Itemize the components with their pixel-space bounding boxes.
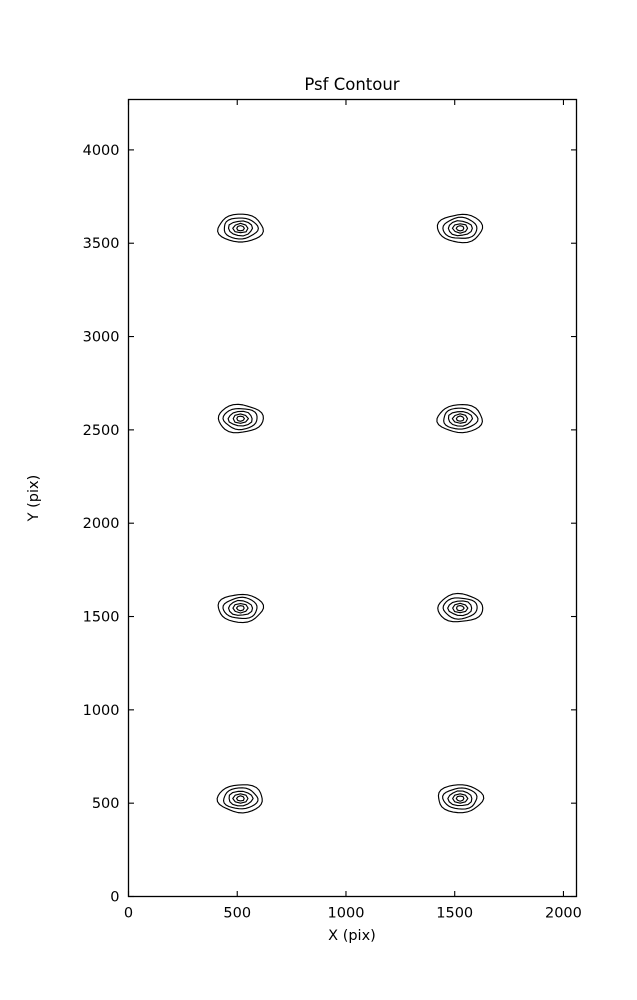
x-axis-label: X (pix): [328, 928, 376, 944]
contour-level-ring: [222, 408, 258, 431]
y-tick-label: 2500: [83, 423, 120, 439]
contour-level-ring: [447, 220, 473, 237]
contour-level-ring: [436, 404, 483, 434]
contour-level-ring: [223, 217, 259, 240]
contour-level-ring: [227, 599, 254, 616]
contour-level-ring: [455, 225, 465, 232]
y-tick-label: 3500: [83, 236, 120, 252]
contour-level-ring: [455, 604, 465, 612]
y-tick-label: 4000: [83, 143, 120, 159]
x-tick-label: 1000: [328, 906, 365, 922]
contour-level-ring: [232, 603, 249, 614]
contour-level-ring: [451, 223, 469, 234]
x-tick-label: 1500: [436, 906, 473, 922]
contour-level-ring: [455, 415, 465, 422]
y-axis-label: Y (pix): [26, 475, 42, 523]
contour-level-ring: [442, 597, 478, 620]
contour-level-ring: [437, 592, 484, 623]
contour-level-ring: [236, 415, 246, 422]
contour-level-ring: [227, 410, 253, 427]
contour-level-ring: [455, 795, 465, 802]
x-tick-label: 2000: [545, 906, 582, 922]
contour-level-ring: [216, 784, 263, 814]
y-tick-label: 3000: [83, 330, 120, 346]
contour-level-ring: [222, 596, 258, 619]
contour-level-ring: [235, 605, 245, 612]
contour-level-ring: [217, 593, 265, 624]
y-axis-ticks: 0 500 1000 1500 2000 2500 3000 3500 4000: [83, 143, 577, 906]
psf-contour-blob: [437, 592, 484, 623]
y-tick-label: 1000: [83, 703, 120, 719]
contour-level-ring: [217, 213, 264, 243]
contour-level-ring: [232, 222, 249, 234]
y-tick-label: 1500: [83, 610, 120, 626]
contour-level-ring: [451, 413, 469, 424]
contour-markers: [216, 213, 485, 814]
psf-contour-blob: [436, 213, 484, 244]
contour-level-ring: [228, 790, 254, 807]
chart-title: Psf Contour: [304, 75, 399, 94]
psf-contour-blob: [217, 213, 264, 243]
contour-level-ring: [227, 220, 254, 237]
contour-level-ring: [447, 790, 473, 807]
contour-level-ring: [236, 225, 245, 232]
psf-contour-blob: [437, 784, 485, 814]
contour-level-ring: [442, 787, 478, 810]
contour-level-ring: [232, 413, 250, 424]
contour-level-ring: [447, 600, 473, 617]
psf-contour-blob: [216, 784, 263, 814]
contour-level-ring: [443, 407, 479, 430]
axes-spines: [127, 98, 578, 898]
contour-level-ring: [452, 793, 469, 804]
y-tick-label: 0: [110, 890, 119, 906]
contour-level-ring: [437, 784, 485, 814]
psf-contour-blob: [217, 593, 265, 624]
psf-contour-blob: [217, 403, 264, 434]
contour-level-ring: [447, 410, 474, 427]
contour-level-ring: [217, 403, 264, 434]
y-tick-label: 2000: [83, 516, 120, 532]
x-tick-label: 0: [124, 906, 133, 922]
x-axis-ticks: 0 500 1000 1500 2000: [124, 99, 582, 922]
y-tick-label: 500: [92, 796, 120, 812]
contour-level-ring: [222, 787, 259, 810]
x-tick-label: 500: [223, 906, 251, 922]
axes-frame: [127, 98, 578, 898]
contour-level-ring: [442, 216, 478, 239]
contour-level-ring: [232, 793, 249, 804]
psf-contour-blob: [436, 404, 483, 434]
contour-level-ring: [436, 213, 484, 244]
contour-level-ring: [236, 795, 245, 802]
contour-level-ring: [452, 602, 469, 614]
